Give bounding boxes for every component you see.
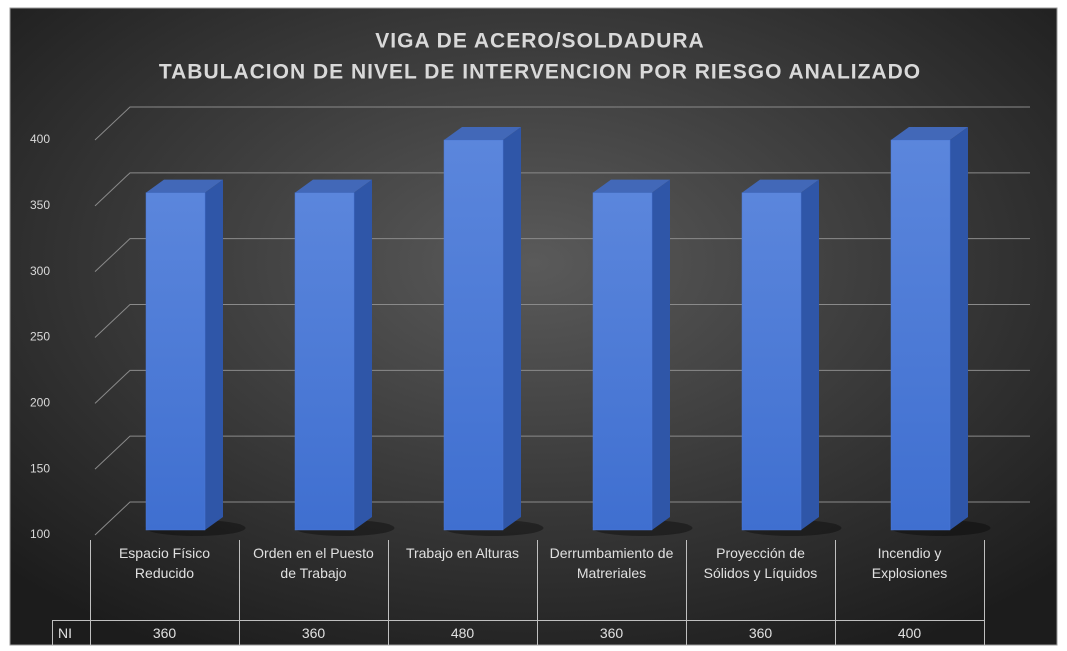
bar-side	[205, 179, 223, 530]
bar-top	[891, 127, 968, 140]
table-value: 360	[748, 624, 773, 641]
table-value: 360	[599, 624, 624, 641]
grid-line	[94, 435, 1030, 470]
y-tick-label: 250	[30, 330, 50, 344]
bar	[294, 192, 355, 531]
legend-label: NI	[58, 624, 72, 641]
table-value: 360	[301, 624, 326, 641]
grid-line	[94, 501, 1030, 536]
table-border	[239, 540, 240, 645]
x-tick-label: Proyección de Sólidos y Líquidos	[703, 545, 818, 581]
bar-top	[593, 179, 670, 193]
bar-top	[295, 179, 372, 193]
bar	[890, 139, 951, 531]
chart-title: VIGA DE ACERO/SOLDADURA	[375, 30, 704, 53]
bar-top	[742, 179, 819, 193]
bar-top	[444, 127, 521, 140]
chart-subtitle: TABULACION DE NIVEL DE INTERVENCION POR …	[159, 61, 921, 84]
x-tick-label: Derrumbamiento de Matreriales	[549, 545, 674, 581]
grid-line	[94, 369, 1030, 404]
table-border	[90, 540, 91, 645]
bars	[145, 127, 991, 536]
bar-side	[503, 127, 521, 530]
table-border	[835, 540, 836, 645]
grid-line	[94, 172, 1030, 207]
bar-side	[950, 127, 968, 530]
grid-line	[94, 238, 1030, 273]
bar	[443, 139, 504, 531]
table-border	[537, 540, 538, 645]
bar-side	[652, 179, 670, 530]
bar-side	[354, 179, 372, 530]
y-tick-label: 150	[30, 461, 50, 475]
bar	[145, 192, 206, 531]
bar-top	[146, 179, 223, 193]
x-tick-label: Incendio y Explosiones	[871, 545, 948, 581]
y-tick-label: 300	[30, 264, 50, 278]
table-border	[52, 620, 984, 621]
grid-line	[94, 106, 1030, 141]
x-tick-label: Trabajo en Alturas	[405, 545, 520, 561]
x-tick-label: Espacio Físico Reducido	[118, 545, 211, 581]
y-tick-label: 200	[30, 396, 50, 410]
table-border	[686, 540, 687, 645]
y-tick-label: 350	[30, 198, 50, 212]
table-border	[388, 540, 389, 645]
table-value: 400	[897, 624, 922, 641]
grid-line	[94, 304, 1030, 338]
bar	[741, 192, 802, 531]
x-tick-label: Orden en el Puesto de Trabajo	[253, 545, 374, 581]
bar	[592, 192, 653, 531]
table-border	[984, 540, 985, 645]
table-value: 480	[450, 624, 475, 641]
y-tick-label: 100	[30, 527, 50, 541]
table-border	[52, 620, 53, 645]
table-value: 360	[152, 624, 177, 641]
y-tick-label: 400	[30, 132, 50, 146]
bar-side	[801, 179, 819, 530]
